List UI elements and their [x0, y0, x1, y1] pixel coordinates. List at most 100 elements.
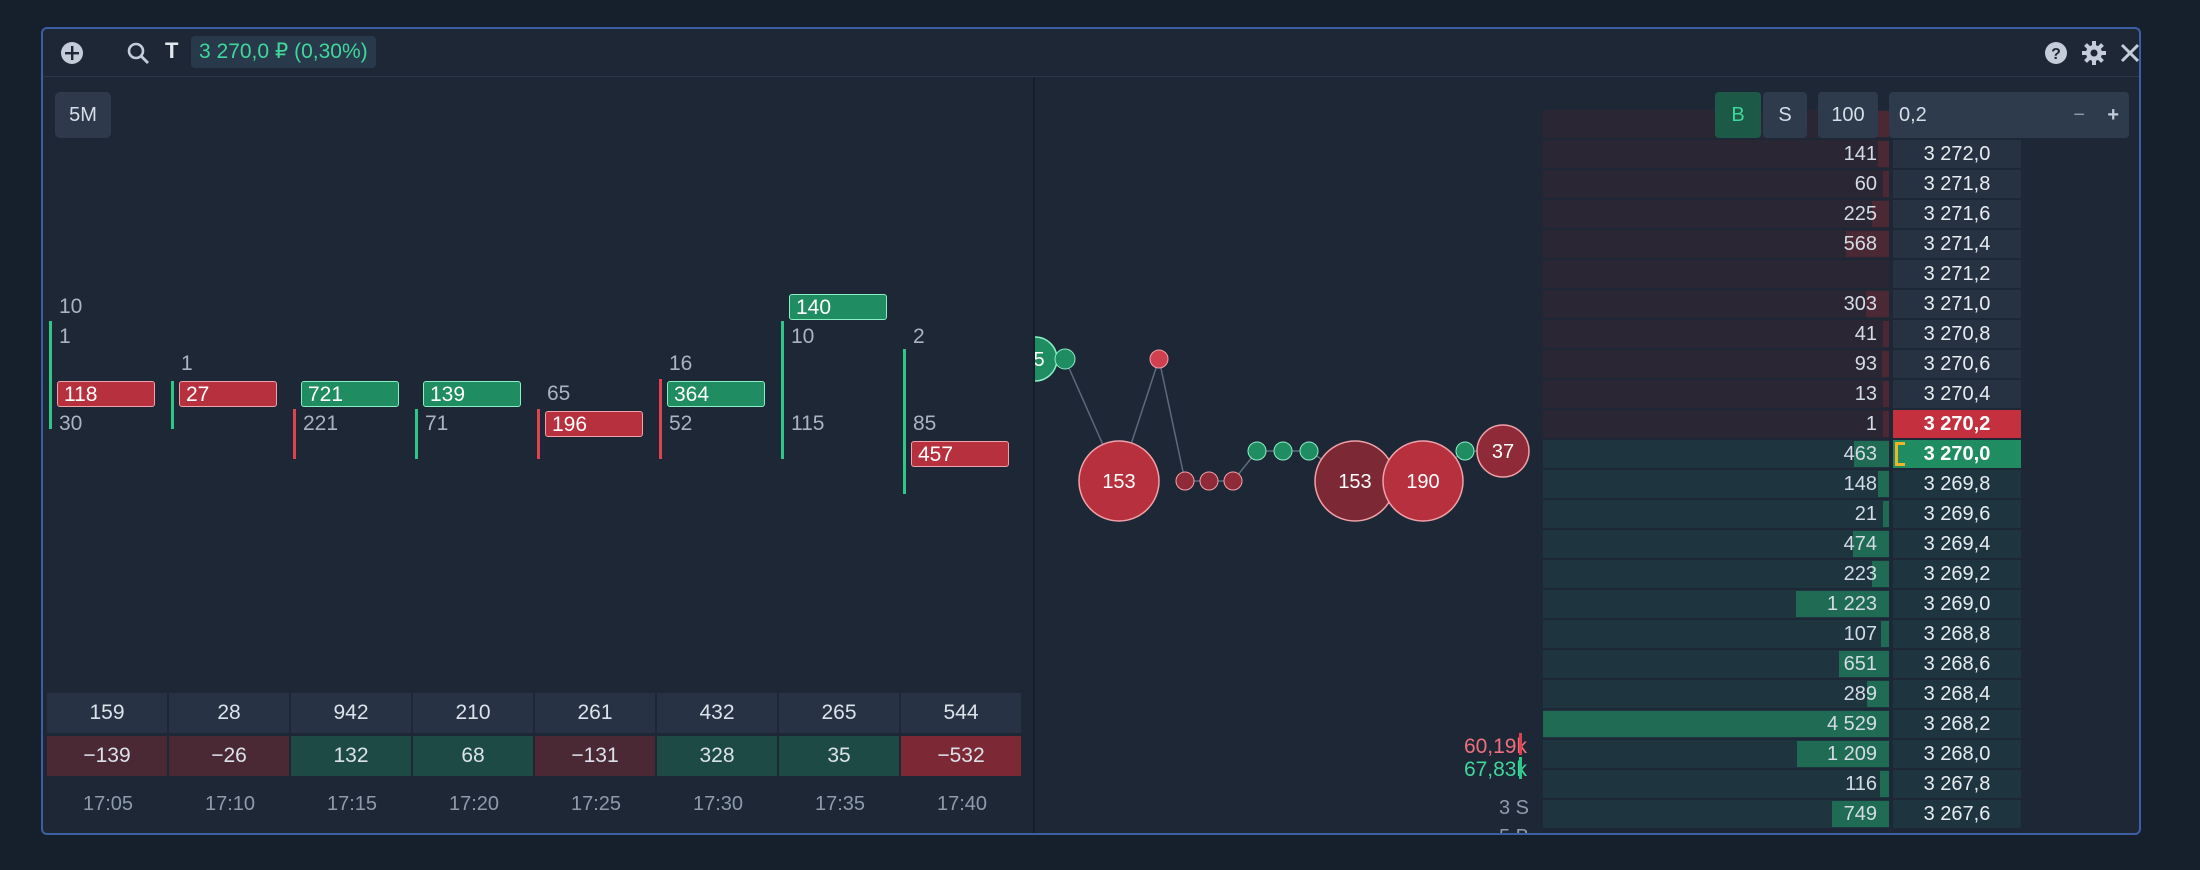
book-volume-bar: [1853, 531, 1889, 557]
book-price[interactable]: 3 267,6: [1893, 800, 2021, 828]
book-row-background: [1543, 380, 1889, 408]
book-volume: 141: [1843, 143, 1877, 165]
book-price[interactable]: 3 269,8: [1893, 470, 2021, 498]
book-price[interactable]: 3 271,6: [1893, 200, 2021, 228]
book-volume-bar: [1880, 771, 1889, 797]
add-icon[interactable]: [59, 40, 85, 66]
book-row-background: [1543, 200, 1889, 228]
buy-toggle[interactable]: B: [1715, 92, 1761, 138]
book-price[interactable]: 3 269,2: [1893, 560, 2021, 588]
book-volume: 13: [1854, 383, 1877, 405]
book-row[interactable]: 223 3 269,2: [1543, 559, 2021, 589]
book-volume-bar: [1846, 231, 1889, 257]
cluster-cell: 16: [669, 352, 693, 375]
book-row[interactable]: 1 3 270,2: [1543, 409, 2021, 439]
book-row[interactable]: 474 3 269,4: [1543, 529, 2021, 559]
cluster-candle-bar: [659, 379, 662, 459]
cluster-candle-bar: [293, 409, 296, 459]
settings-gear-icon[interactable]: [2081, 40, 2107, 66]
book-row[interactable]: 116 3 267,8: [1543, 769, 2021, 799]
book-price[interactable]: 3 270,2: [1893, 410, 2021, 438]
tape-bubble[interactable]: [1273, 441, 1293, 461]
tape-bubble[interactable]: [1078, 440, 1160, 522]
book-row[interactable]: 21 3 269,6: [1543, 499, 2021, 529]
tape-bubble[interactable]: [1149, 349, 1169, 369]
tape-bubble[interactable]: [1455, 441, 1475, 461]
book-volume: 225: [1843, 203, 1877, 225]
book-price[interactable]: 3 269,4: [1893, 530, 2021, 558]
book-price[interactable]: 3 268,0: [1893, 740, 2021, 768]
cluster-cell: 2: [913, 325, 925, 348]
cluster-cell: 196: [545, 411, 643, 437]
book-price[interactable]: 3 268,4: [1893, 680, 2021, 708]
help-icon[interactable]: ?: [2043, 40, 2069, 66]
tape-bubble[interactable]: [1476, 424, 1530, 478]
book-price[interactable]: 3 271,2: [1893, 260, 2021, 288]
book-row-background: [1543, 650, 1889, 678]
quantity-button[interactable]: 100: [1818, 92, 1878, 138]
book-row[interactable]: 141 3 272,0: [1543, 139, 2021, 169]
delta-cell: −139: [47, 736, 167, 776]
minus-button[interactable]: −: [2073, 104, 2085, 126]
book-row[interactable]: 4 529 3 268,2: [1543, 709, 2021, 739]
tape-bubble[interactable]: [1223, 471, 1243, 491]
book-row[interactable]: 93 3 270,6: [1543, 349, 2021, 379]
sell-toggle[interactable]: S: [1763, 92, 1807, 138]
step-input[interactable]: 0,2 − +: [1889, 92, 2129, 138]
book-row[interactable]: 651 3 268,6: [1543, 649, 2021, 679]
book-price[interactable]: 3 269,6: [1893, 500, 2021, 528]
book-price[interactable]: 3 267,8: [1893, 770, 2021, 798]
book-row[interactable]: 107 3 268,8: [1543, 619, 2021, 649]
book-volume-bar: [1867, 681, 1889, 707]
cluster-cell: 721: [301, 381, 399, 407]
book-volume: 1 223: [1826, 593, 1877, 615]
buy-volume-bar: [1519, 757, 1522, 779]
book-price[interactable]: 3 268,2: [1893, 710, 2021, 738]
book-price[interactable]: 3 268,8: [1893, 620, 2021, 648]
tape-bubble[interactable]: [1247, 441, 1267, 461]
book-volume: 107: [1843, 623, 1877, 645]
book-row[interactable]: 148 3 269,8: [1543, 469, 2021, 499]
plus-button[interactable]: +: [2107, 104, 2119, 126]
book-price[interactable]: 3 270,8: [1893, 320, 2021, 348]
search-icon[interactable]: [125, 40, 151, 66]
delta-cell: −532: [901, 736, 1021, 776]
book-price[interactable]: 3 272,0: [1893, 140, 2021, 168]
book-price[interactable]: 3 268,6: [1893, 650, 2021, 678]
tape-bubble[interactable]: [1054, 348, 1076, 370]
tape-bubble[interactable]: [1199, 471, 1219, 491]
book-row[interactable]: 749 3 267,6: [1543, 799, 2021, 829]
tape-bubble[interactable]: [1175, 471, 1195, 491]
book-row[interactable]: 41 3 270,8: [1543, 319, 2021, 349]
book-row-background: [1543, 320, 1889, 348]
book-row[interactable]: 13 3 270,4: [1543, 379, 2021, 409]
cluster-cell: 30: [59, 412, 83, 435]
close-icon[interactable]: [2117, 40, 2139, 66]
book-row[interactable]: 463 3 270,0: [1543, 439, 2021, 469]
book-volume: 1: [1865, 413, 1877, 435]
book-row[interactable]: 289 3 268,4: [1543, 679, 2021, 709]
book-row[interactable]: 1 209 3 268,0: [1543, 739, 2021, 769]
book-price[interactable]: 3 271,0: [1893, 290, 2021, 318]
book-volume: 568: [1843, 233, 1877, 255]
book-price[interactable]: 3 270,0: [1893, 440, 2021, 468]
book-row[interactable]: 1 223 3 269,0: [1543, 589, 2021, 619]
volume-cell: 544: [901, 693, 1021, 733]
cluster-cell: 1: [181, 352, 193, 375]
book-volume: 463: [1843, 443, 1877, 465]
book-row[interactable]: 568 3 271,4: [1543, 229, 2021, 259]
book-row[interactable]: 3 271,2: [1543, 259, 2021, 289]
tape-bubble[interactable]: [1299, 441, 1319, 461]
book-row[interactable]: 60 3 271,8: [1543, 169, 2021, 199]
book-price[interactable]: 3 271,4: [1893, 230, 2021, 258]
tape-bubble-label: 5: [1035, 349, 1045, 371]
book-price[interactable]: 3 269,0: [1893, 590, 2021, 618]
tape-bubble[interactable]: [1382, 440, 1464, 522]
book-price[interactable]: 3 270,6: [1893, 350, 2021, 378]
book-price[interactable]: 3 271,8: [1893, 170, 2021, 198]
book-row[interactable]: 303 3 271,0: [1543, 289, 2021, 319]
book-price[interactable]: 3 270,4: [1893, 380, 2021, 408]
ticker-label[interactable]: T: [165, 38, 179, 63]
book-row[interactable]: 225 3 271,6: [1543, 199, 2021, 229]
timeframe-button[interactable]: 5M: [55, 92, 111, 138]
